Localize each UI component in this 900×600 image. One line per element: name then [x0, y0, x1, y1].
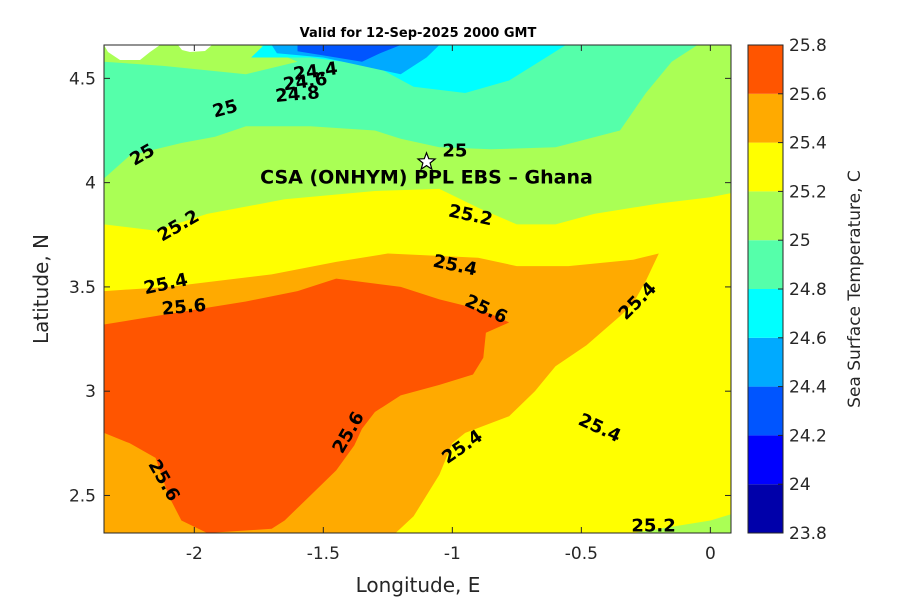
land-mask-patch [178, 45, 212, 52]
contour-label: 25.6 [161, 295, 207, 320]
contour-band-24.8 [104, 45, 698, 179]
colorbar-tick-label: 24 [789, 475, 811, 495]
y-tick-label: 3 [85, 382, 96, 402]
colorbar-tick-label: 25.2 [789, 182, 827, 202]
colorbar-swatch [748, 240, 783, 289]
site-star-marker [416, 151, 437, 171]
land-mask-patch [104, 45, 160, 60]
colorbar-swatch [748, 484, 783, 533]
colorbar-tick-label: 24.2 [789, 426, 827, 446]
y-axis-label: Latitude, N [29, 234, 53, 344]
x-tick-label: -1.5 [307, 544, 340, 564]
contour-label: 25.2 [631, 516, 675, 537]
contour-label: 24.8 [274, 82, 320, 107]
x-axis: -2 -1.5 -1 -0.5 0 [186, 45, 716, 564]
contour-label: 25 [442, 140, 467, 161]
star-icon [416, 151, 437, 171]
plot-frame [103, 44, 732, 534]
x-tick-label: -0.5 [565, 544, 598, 564]
colorbar-tick-label: 25.8 [789, 36, 827, 56]
chart-title: Valid for 12-Sep-2025 2000 GMT [300, 26, 537, 41]
y-tick-label: 2.5 [69, 486, 96, 506]
y-axis: 2.5 3 3.5 4 4.5 [69, 69, 731, 506]
colorbar-swatch [748, 337, 783, 387]
y-tick-label: 4.5 [69, 69, 96, 89]
colorbar-swatch [748, 45, 783, 94]
colorbar-swatch [748, 93, 783, 143]
colorbar-tick-label: 23.8 [789, 524, 827, 544]
colorbar-tick-label: 24.6 [789, 329, 827, 349]
x-tick-label: -2 [186, 544, 203, 564]
colorbar-tick-label: 24.8 [789, 280, 827, 300]
colorbar-swatch [748, 191, 783, 241]
colorbar: 23.8 24 24.2 24.4 24.6 24.8 25 25.2 25.4 25.6 25.8 [747, 36, 827, 544]
y-tick-label: 3.5 [69, 278, 96, 298]
colorbar-tick-label: 25.4 [789, 134, 827, 154]
x-tick-label: 0 [705, 544, 716, 564]
y-tick-label: 4 [85, 174, 96, 194]
colorbar-label: Sea Surface Temperature, C [845, 170, 865, 408]
site-annotation: CSA (ONHYM) PPL EBS – Ghana [260, 166, 593, 188]
colorbar-tick-label: 25 [789, 231, 811, 251]
colorbar-swatch [748, 435, 783, 485]
contour-fill-layer [104, 45, 731, 533]
land-mask-patches [104, 45, 212, 60]
x-axis-label: Longitude, E [356, 573, 481, 597]
colorbar-swatch [748, 289, 783, 338]
colorbar-tick-label: 24.4 [789, 378, 827, 398]
colorbar-swatch [748, 386, 783, 436]
x-tick-label: -1 [444, 544, 461, 564]
colorbar-tick-label: 25.6 [789, 85, 827, 105]
colorbar-swatch [748, 142, 783, 192]
contour-band-25.6 [104, 278, 510, 533]
